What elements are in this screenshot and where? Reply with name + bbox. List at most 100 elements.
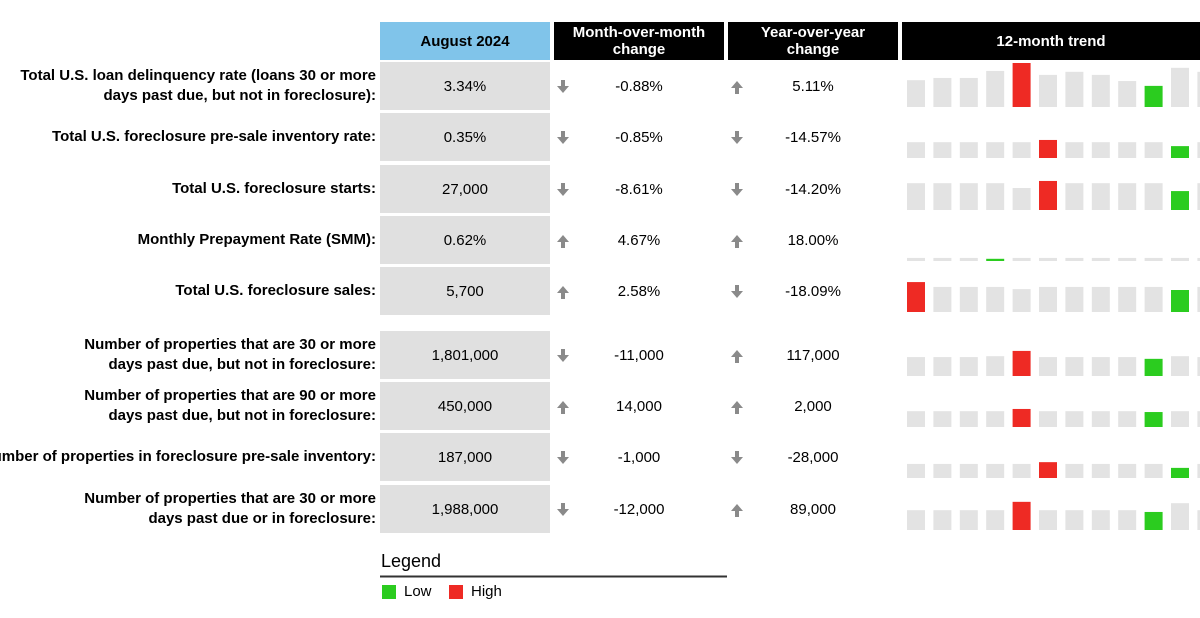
row-label-line: Total U.S. foreclosure pre-sale inventor… — [52, 128, 376, 145]
trend-bar — [1012, 350, 1031, 376]
value-text: -0.88% — [615, 77, 663, 95]
trend-bar — [907, 463, 925, 478]
direction-arrow — [557, 286, 569, 299]
trend-bar — [1091, 411, 1110, 427]
trend-bar — [1197, 257, 1200, 261]
trend-bar — [907, 183, 925, 210]
mom-change: 2.58% — [574, 267, 704, 315]
trend-bar — [1118, 411, 1137, 427]
value-text: 27,000 — [442, 180, 488, 198]
value-text: 0.35% — [443, 128, 487, 146]
trend-bar — [1012, 463, 1031, 478]
header-text: Month-over-month — [572, 24, 706, 41]
trend-bar — [1065, 257, 1084, 261]
row-label: Total U.S. foreclosure starts: — [0, 165, 376, 213]
value-text: -8.61% — [615, 180, 663, 198]
yoy-change: -14.20% — [748, 165, 878, 213]
row-label-line: Total U.S. loan delinquency rate (loans … — [20, 67, 376, 84]
trend-bar — [1197, 286, 1200, 312]
value-text: -14.57% — [785, 128, 841, 146]
trend-bar — [1039, 180, 1057, 210]
direction-arrow — [731, 183, 743, 196]
trend-bar — [986, 70, 1005, 107]
trend-bar — [1039, 286, 1057, 312]
header-yoy: Year-over-year change — [728, 22, 898, 60]
row-label-line: days past due, but not in foreclosure: — [108, 407, 376, 424]
row-label: Number of properties that are 30 or more… — [0, 485, 376, 533]
row-label: Number of properties that are 30 or more… — [0, 331, 376, 379]
row-label-line: Number of properties in foreclosure pre-… — [0, 448, 376, 465]
trend-bar — [933, 183, 952, 210]
value-text: 4.67% — [617, 231, 661, 249]
current-value: 5,700 — [380, 267, 550, 315]
yoy-change: 2,000 — [748, 382, 878, 430]
trend-bar — [986, 411, 1005, 427]
direction-arrow — [557, 235, 569, 248]
value-text: -12,000 — [613, 500, 665, 518]
header-current: August 2024 — [380, 22, 550, 60]
trend-bar — [1118, 286, 1137, 312]
current-value: 3.34% — [380, 62, 550, 110]
trend-bar — [1118, 357, 1137, 376]
direction-arrow — [557, 451, 569, 464]
trend-bar — [907, 357, 925, 376]
row-label-line: Total U.S. foreclosure sales: — [175, 282, 376, 299]
row-label-line: days past due or in foreclosure: — [148, 510, 376, 527]
trend-bar — [1065, 357, 1084, 376]
value-text: 14,000 — [616, 397, 662, 415]
mom-change: -0.85% — [574, 113, 704, 161]
trend-bar — [1039, 257, 1057, 261]
trend-bar — [933, 463, 952, 478]
header-text: 12-month trend — [996, 32, 1106, 50]
trend-bar — [1039, 74, 1057, 107]
legend-label: High — [471, 583, 502, 600]
direction-arrow — [557, 503, 569, 516]
mom-change: -12,000 — [574, 485, 704, 533]
value-text: 18.00% — [787, 231, 839, 249]
value-text: 5,700 — [446, 282, 484, 300]
trend-bar — [1039, 357, 1057, 376]
value-text: 3.34% — [443, 77, 487, 95]
direction-arrow — [557, 183, 569, 196]
trend-bar — [1065, 286, 1084, 312]
legend-label: Low — [404, 583, 432, 600]
value-text: -14.20% — [785, 180, 841, 198]
trend-bar — [933, 510, 952, 530]
trend-bar — [1012, 188, 1031, 210]
trend-bar — [933, 77, 952, 107]
yoy-change: -28,000 — [748, 433, 878, 481]
trend-bar — [986, 510, 1005, 530]
legend-swatch — [449, 585, 463, 599]
row-label: Total U.S. foreclosure pre-sale inventor… — [0, 113, 376, 161]
direction-arrow — [557, 80, 569, 93]
trend-bar — [1065, 463, 1084, 478]
trend-bar — [1039, 510, 1057, 530]
current-value: 27,000 — [380, 165, 550, 213]
legend-title: Legend — [381, 551, 442, 571]
trend-bar — [1091, 257, 1110, 261]
trend-bar — [907, 257, 925, 261]
trend-bar — [986, 142, 1005, 158]
value-text: 0.62% — [443, 231, 487, 249]
trend-bar — [1012, 142, 1031, 158]
row-label: Monthly Prepayment Rate (SMM): — [0, 216, 376, 264]
direction-arrow — [731, 81, 743, 94]
row-label: Number of properties in foreclosure pre-… — [0, 433, 376, 481]
value-text: -0.85% — [615, 128, 663, 146]
value-text: 2.58% — [617, 282, 661, 300]
trend-bar — [959, 357, 978, 376]
header-mom: Month-over-month change — [554, 22, 724, 60]
trend-bar — [1065, 510, 1084, 530]
trend-bar — [1039, 139, 1057, 158]
trend-bar — [1091, 286, 1110, 312]
value-text: -1,000 — [617, 448, 661, 466]
trend-bar — [1144, 257, 1163, 261]
mom-change: -11,000 — [574, 331, 704, 379]
trend-bar — [1144, 183, 1163, 210]
mom-change: -0.88% — [574, 62, 704, 110]
yoy-change: 5.11% — [748, 62, 878, 110]
trend-bar — [907, 282, 925, 312]
trend-bar — [907, 411, 925, 427]
value-text: -11,000 — [614, 346, 664, 364]
